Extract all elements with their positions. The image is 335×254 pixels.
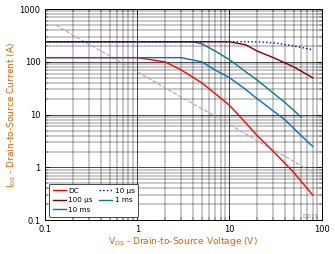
Text: D010: D010 xyxy=(302,214,319,219)
Y-axis label: I$_{DS}$ - Drain-to-Source Current (A): I$_{DS}$ - Drain-to-Source Current (A) xyxy=(6,42,18,188)
Legend: DC, 100 μs, 10 ms, 10 μs, 1 ms: DC, 100 μs, 10 ms, 10 μs, 1 ms xyxy=(49,184,138,217)
X-axis label: V$_{DS}$ - Drain-to-Source Voltage (V): V$_{DS}$ - Drain-to-Source Voltage (V) xyxy=(109,235,258,248)
